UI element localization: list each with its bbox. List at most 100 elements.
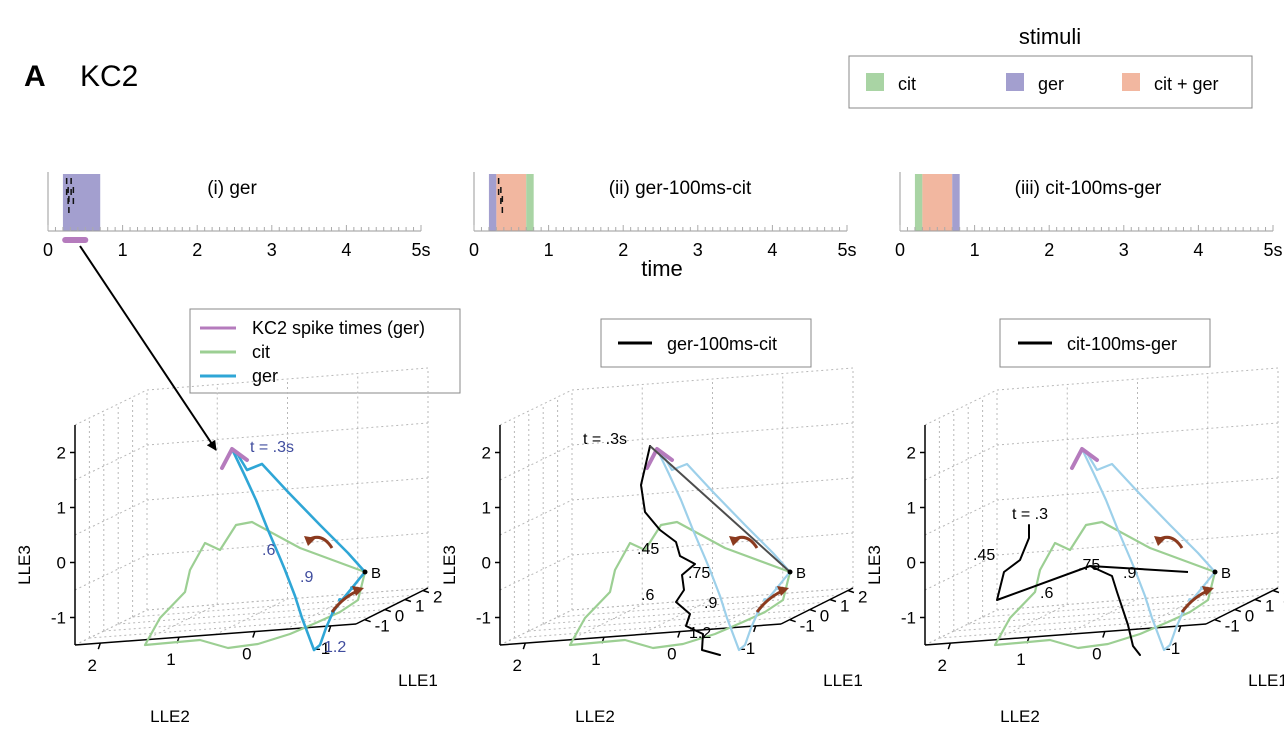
x-tick-label: 2	[433, 588, 442, 607]
timeline-1: 0 1 2 3 4 5s (ii) ger-100ms-cit	[469, 172, 857, 260]
y-tick-label: 1	[166, 650, 175, 669]
grid-line	[924, 554, 998, 591]
time-annotation-3: .9	[1123, 565, 1136, 582]
y-tick	[252, 631, 256, 638]
y-axis-label: LLE2	[1000, 707, 1040, 726]
time-annotation-2: .75	[688, 565, 710, 582]
ger-trajectory	[655, 447, 792, 652]
grid-line	[570, 604, 643, 641]
timeline-tick-label: 3	[693, 240, 703, 260]
y-tick-label: 0	[1092, 645, 1101, 664]
flow-arrowhead-up	[729, 536, 741, 546]
timeline-tick-label: 0	[469, 240, 479, 260]
stimuli-legend: cit ger cit + ger	[866, 73, 1219, 94]
grid-line	[1065, 598, 1138, 635]
time-annotation-1: .6	[262, 542, 275, 559]
grid-line	[499, 554, 573, 591]
x-tick	[1214, 618, 1221, 623]
grid-line	[499, 389, 573, 426]
y-tick-label: 0	[242, 645, 251, 664]
grid-line	[499, 499, 573, 536]
z-tick-label: 2	[907, 444, 916, 463]
stimuli-swatch-1	[1006, 73, 1024, 91]
panel-cell-name: KC2	[80, 60, 138, 93]
timeline-2: 0 1 2 3 4 5s (iii) cit-100ms-ger	[895, 172, 1283, 260]
y-tick-label: 2	[513, 656, 522, 675]
cit-trajectory	[993, 520, 1217, 650]
z-tick-label: 1	[907, 499, 916, 518]
panel-letter: A	[24, 60, 46, 93]
z-tick-label: 2	[482, 444, 491, 463]
y-tick-label: 2	[88, 656, 97, 675]
grid-line	[74, 609, 148, 646]
z-tick-label: -1	[51, 609, 66, 628]
x-tick	[789, 618, 796, 623]
grid-line	[499, 444, 573, 481]
x-tick	[1254, 598, 1262, 603]
timeline-tick-label: 5s	[411, 240, 430, 260]
cit-trajectory	[568, 520, 792, 650]
stimulus-block-2	[952, 174, 960, 231]
stimuli-label-2: cit + ger	[1154, 74, 1219, 94]
spike-link-arrow	[79, 245, 217, 451]
stimuli-title: stimuli	[1019, 24, 1081, 49]
stimulus-block-2	[526, 174, 534, 231]
legend-label-2: ger	[252, 366, 278, 386]
ger-100ms-cit-return	[649, 445, 791, 573]
grid-line	[89, 616, 371, 639]
x-tick	[847, 589, 855, 594]
stimulus-block-0	[62, 174, 101, 231]
grid-line	[996, 367, 1279, 391]
grid-line	[74, 499, 148, 536]
x-tick	[809, 608, 817, 613]
x-tick-label: 2	[1283, 588, 1284, 607]
ger-trajectory	[230, 447, 367, 652]
spike-time-segment	[220, 447, 249, 470]
flow-arrowhead-down	[1202, 586, 1214, 596]
grid-line	[528, 609, 810, 632]
time-annotation-2: .75	[1078, 557, 1100, 574]
grid-line	[74, 554, 148, 591]
y-tick-label: -1	[740, 639, 755, 658]
flow-arrowhead-down	[352, 586, 364, 596]
z-tick-label: 1	[482, 499, 491, 518]
x-tick-label: 0	[395, 607, 404, 626]
timeline-tick-label: 5s	[1263, 240, 1282, 260]
legend-iii-label: cit-100ms-ger	[1067, 334, 1177, 354]
spike-time-segment	[645, 447, 674, 470]
grid-line	[924, 389, 998, 426]
z-tick-label: 0	[907, 554, 916, 573]
grid-line	[514, 616, 796, 639]
flow-arrowhead-down	[777, 586, 789, 596]
baseline-point	[1212, 569, 1218, 575]
time-annotation-0: t = .3	[1012, 506, 1048, 523]
y-tick-label: 1	[591, 650, 600, 669]
grid-line	[939, 616, 1221, 639]
legend-label-1: cit	[252, 342, 270, 362]
timeline-title: (i) ger	[207, 178, 257, 199]
z-axis-label: LLE3	[440, 545, 459, 585]
y-tick	[327, 625, 332, 633]
grid-line	[145, 604, 218, 641]
timeline-tick-label: 4	[341, 240, 351, 260]
grid-line	[924, 609, 998, 646]
y-tick	[947, 642, 952, 650]
x-axis-label: LLE1	[823, 671, 863, 690]
grid-line	[146, 587, 429, 611]
time-annotation-5: 1.2	[689, 625, 711, 642]
baseline-point	[362, 569, 368, 575]
flow-arrowhead-up	[304, 536, 316, 546]
ger-trajectory	[1080, 447, 1217, 652]
y-tick	[1102, 631, 1106, 638]
cit-trajectory	[143, 520, 367, 650]
x-axis-label: LLE1	[1248, 671, 1284, 690]
grid-line	[103, 609, 385, 632]
y-tick-label: 1	[1016, 650, 1025, 669]
stimulus-block-0	[488, 174, 497, 231]
z-tick-label: 2	[57, 444, 66, 463]
y-axis-label: LLE2	[150, 707, 190, 726]
x-tick	[404, 598, 412, 603]
z-axis-label: LLE3	[15, 545, 34, 585]
